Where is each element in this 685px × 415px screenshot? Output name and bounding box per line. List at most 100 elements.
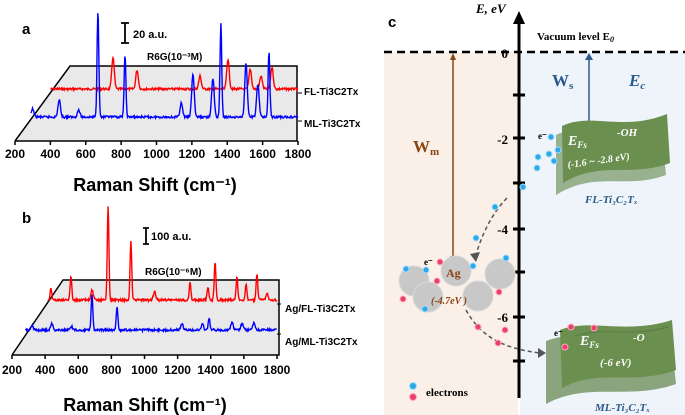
panel-a: 200 400 600 800 1000 1200 1400 1600 1800 a 20 a.… — [5, 13, 361, 195]
scale-bar — [121, 22, 129, 44]
electron-icon — [474, 323, 482, 331]
x-tick-label: 1800 — [285, 147, 312, 161]
x-tick-label: 1200 — [164, 363, 191, 377]
electron-icon — [561, 343, 569, 351]
ec-label: Ec — [628, 71, 645, 92]
fl-label: FL-Ti₃C₂Tₓ — [584, 194, 638, 206]
x-tick-label: 600 — [68, 363, 88, 377]
electron-transfer-arrow — [474, 197, 508, 259]
legend-label: electrons — [426, 387, 469, 399]
x-tick-label: 200 — [2, 363, 22, 377]
electron-icon — [534, 153, 542, 161]
fl-ti3c2tx-sheet: EFs -OH (-1.6 ~ -2.8 eV) — [556, 114, 670, 195]
spectra — [24, 206, 281, 335]
electron-icon — [495, 288, 503, 296]
x-axis-ticks: 200 400 600 800 1000 1200 1400 1600 1800 — [2, 355, 291, 377]
electrons — [399, 133, 598, 351]
electron-icon — [399, 295, 407, 303]
panel-label: c — [388, 14, 396, 31]
electron-icon — [550, 157, 558, 165]
x-tick-label: 1400 — [197, 363, 224, 377]
electron-icon — [554, 146, 562, 154]
x-axis-title: Raman Shift (cm⁻¹) — [73, 175, 237, 195]
spectrum-line-ml-ti3c2tx — [30, 13, 299, 121]
ag-work-function: (-4.7eV ) — [431, 296, 467, 307]
electron-icon — [436, 258, 444, 266]
scale-bar — [143, 227, 149, 245]
x-tick-label: 1200 — [179, 147, 206, 161]
x-tick-label: 1400 — [214, 147, 241, 161]
axis-ticks — [513, 93, 525, 363]
x-tick-label: 400 — [40, 147, 60, 161]
electron-icon — [421, 305, 429, 313]
x-tick-label: 1000 — [131, 363, 158, 377]
metal-region — [384, 52, 518, 415]
electron-transfer-arrow — [465, 309, 541, 354]
series-label: ML-Ti3C2Tx — [304, 119, 361, 130]
x-tick-label: 1600 — [249, 147, 276, 161]
annotation: R6G(10⁻⁶M) — [145, 267, 202, 278]
tick-label: 0 — [502, 46, 509, 61]
ag-label: Ag — [446, 266, 461, 280]
electron-icon — [422, 266, 430, 274]
termination-label: -O — [633, 332, 645, 344]
electron-icon — [567, 323, 575, 331]
plot-plane — [15, 66, 297, 141]
electron-icon — [402, 265, 410, 273]
energy-range-label: (-6 eV) — [600, 357, 631, 369]
panel-label: a — [22, 21, 31, 38]
panel-label: b — [22, 210, 31, 227]
electron-label: e⁻ — [538, 131, 547, 141]
legend-red-electron-icon — [409, 393, 417, 401]
x-tick-label: 800 — [101, 363, 121, 377]
electron-icon — [433, 277, 441, 285]
electron-icon — [533, 164, 541, 172]
arrow-head-icon — [450, 53, 456, 60]
ag-nanoparticles — [398, 255, 516, 313]
x-tick-label: 200 — [5, 147, 25, 161]
electron-icon — [469, 262, 477, 270]
x-tick-label: 1600 — [231, 363, 258, 377]
series-label: Ag/FL-Ti3C2Tx — [285, 304, 356, 315]
ws-label: Ws — [552, 71, 574, 92]
scale-bar-label: 20 a.u. — [133, 29, 167, 41]
tick-label: -6 — [497, 310, 508, 325]
vacuum-level-label: Vacuum level E0 — [537, 31, 614, 44]
x-tick-label: 400 — [35, 363, 55, 377]
axis-title: E, eV — [475, 1, 507, 16]
electron-label: e⁻ — [554, 328, 563, 338]
electron-icon — [494, 339, 502, 347]
x-tick-label: 1800 — [264, 363, 291, 377]
electron-icon — [547, 133, 555, 141]
spectra — [30, 13, 302, 122]
tick-label: -4 — [497, 222, 508, 237]
electron-icon — [501, 326, 509, 334]
fermi-level-label: EFs — [579, 334, 599, 350]
tick-label: -2 — [497, 132, 508, 147]
series-label: FL-Ti3C2Tx — [304, 87, 359, 98]
arrow-head-icon — [585, 53, 593, 60]
electron-icon — [472, 234, 480, 242]
x-tick-label: 1000 — [143, 147, 170, 161]
x-axis-title: Raman Shift (cm⁻¹) — [63, 395, 227, 415]
electron-icon — [502, 254, 510, 262]
plane-border — [11, 279, 280, 356]
electron-icon — [590, 324, 598, 332]
fermi-level-label: EFs — [567, 134, 587, 150]
x-axis-ticks: 200 400 600 800 1000 1200 1400 1600 1800 — [5, 141, 312, 161]
x-tick-label: 800 — [111, 147, 131, 161]
spectrum-line-ag-ml-ti3c2tx — [24, 294, 277, 334]
spectrum-line-ag-fl-ti3c2tx — [47, 206, 278, 304]
arrow-head-icon — [538, 348, 546, 358]
ml-label: ML-Ti₃C₂Tₓ — [594, 402, 650, 414]
electron-icon — [491, 203, 499, 211]
ml-ti3c2tx-sheet: EFs -O (-6 eV) — [546, 320, 676, 404]
electron-icon — [519, 183, 527, 191]
termination-label: -OH — [617, 127, 638, 139]
electron-label: e⁻ — [424, 257, 433, 267]
arrow-head-icon — [470, 252, 480, 262]
plane-border — [14, 65, 298, 142]
panel-b: 200 400 600 800 1000 1200 1400 1600 1800 b 100 a… — [2, 206, 358, 415]
x-tick-label: 600 — [76, 147, 96, 161]
annotation: R6G(10⁻³M) — [147, 52, 202, 63]
